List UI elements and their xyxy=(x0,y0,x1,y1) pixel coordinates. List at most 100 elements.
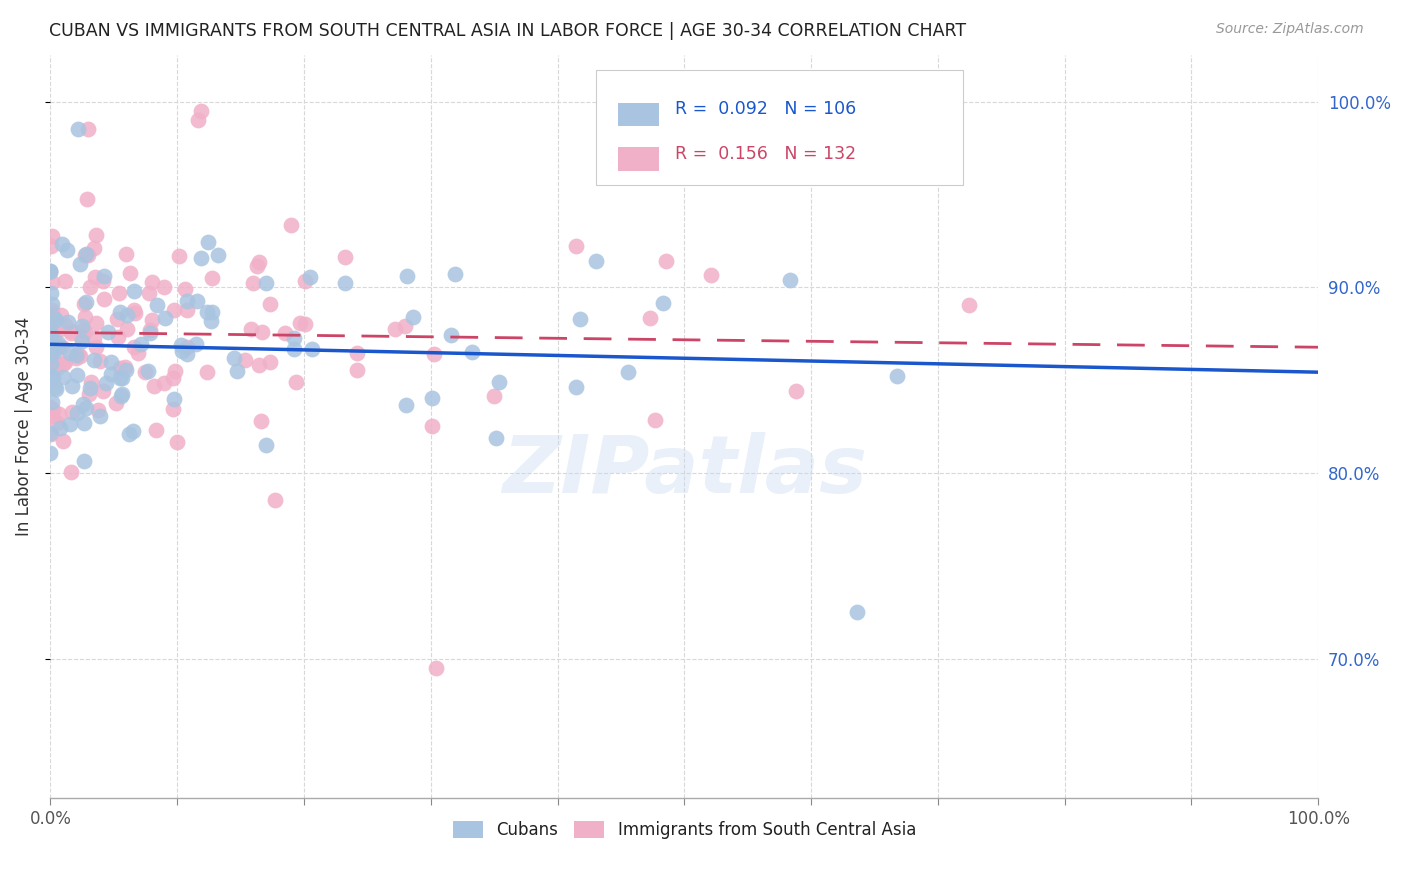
Point xyxy=(163,303,186,318)
FancyBboxPatch shape xyxy=(619,147,659,171)
Point xyxy=(66,122,89,136)
Point xyxy=(83,353,105,368)
Point xyxy=(75,248,97,262)
Point xyxy=(41,303,63,318)
Point xyxy=(564,380,586,394)
Point xyxy=(176,293,198,308)
Point xyxy=(259,354,281,368)
Point xyxy=(425,661,447,675)
Point xyxy=(301,343,323,357)
Point xyxy=(153,376,176,391)
Point xyxy=(585,254,607,268)
Point xyxy=(39,426,62,441)
Point xyxy=(638,310,661,325)
Point xyxy=(131,337,153,351)
Point xyxy=(59,465,82,479)
Point xyxy=(115,246,138,260)
Point xyxy=(42,328,65,343)
Point xyxy=(957,298,980,312)
Point xyxy=(75,295,97,310)
Point xyxy=(66,368,89,383)
Point xyxy=(42,329,65,343)
Point xyxy=(246,259,269,273)
Point xyxy=(195,366,218,380)
Point xyxy=(46,416,69,430)
Point xyxy=(284,376,307,390)
Point xyxy=(45,313,67,327)
Point xyxy=(41,350,63,364)
Point xyxy=(172,344,194,359)
Point xyxy=(39,264,62,278)
Point xyxy=(84,340,107,354)
Point xyxy=(41,403,63,417)
Point xyxy=(39,357,62,371)
Point xyxy=(48,407,70,421)
Point xyxy=(127,346,149,360)
Point xyxy=(39,341,62,355)
Point xyxy=(254,276,277,290)
Point xyxy=(39,350,62,364)
Point xyxy=(644,413,666,427)
Point xyxy=(396,268,419,283)
Point xyxy=(39,334,62,348)
Point xyxy=(108,286,131,301)
Point xyxy=(201,304,224,318)
Point xyxy=(39,425,62,440)
Point xyxy=(60,326,83,341)
Point xyxy=(51,236,73,251)
Point xyxy=(250,414,273,428)
Point xyxy=(41,371,63,385)
Point xyxy=(84,228,107,243)
Text: CUBAN VS IMMIGRANTS FROM SOUTH CENTRAL ASIA IN LABOR FORCE | AGE 30-34 CORRELATI: CUBAN VS IMMIGRANTS FROM SOUTH CENTRAL A… xyxy=(49,22,966,40)
Point xyxy=(138,326,160,340)
Point xyxy=(42,344,65,359)
Point xyxy=(59,417,82,432)
Point xyxy=(264,492,287,507)
Point xyxy=(100,355,122,369)
Text: ZIPatlas: ZIPatlas xyxy=(502,433,868,510)
Point xyxy=(60,379,83,393)
Point xyxy=(139,323,162,337)
Point xyxy=(39,265,62,279)
Text: Source: ZipAtlas.com: Source: ZipAtlas.com xyxy=(1216,22,1364,37)
Point xyxy=(395,398,418,412)
Point xyxy=(138,285,160,300)
Point xyxy=(73,297,96,311)
Point xyxy=(39,286,62,301)
Point xyxy=(254,438,277,452)
Point xyxy=(75,310,97,324)
Point xyxy=(93,269,115,284)
Point xyxy=(247,358,270,372)
Point xyxy=(420,391,443,405)
Point xyxy=(104,396,127,410)
Point xyxy=(41,369,63,384)
Point xyxy=(105,312,128,326)
Point xyxy=(197,235,219,249)
Point xyxy=(89,354,111,368)
Point xyxy=(242,277,264,291)
Point xyxy=(42,343,65,357)
Point xyxy=(39,239,62,253)
Point xyxy=(48,322,70,336)
Point xyxy=(163,392,186,406)
Point xyxy=(39,358,62,372)
Point xyxy=(45,383,67,397)
Point xyxy=(41,409,63,424)
Point xyxy=(162,401,184,416)
Point xyxy=(440,327,463,342)
Point xyxy=(69,349,91,363)
Point xyxy=(76,247,98,261)
Point xyxy=(145,423,167,437)
Point xyxy=(79,386,101,401)
Text: R =  0.156   N = 132: R = 0.156 N = 132 xyxy=(675,145,856,163)
Point xyxy=(485,431,508,445)
Point xyxy=(423,346,446,360)
Point xyxy=(444,267,467,281)
Point xyxy=(122,284,145,298)
Point xyxy=(73,416,96,430)
Point xyxy=(53,274,76,288)
Point xyxy=(461,344,484,359)
Point xyxy=(785,384,807,399)
Point xyxy=(335,250,357,264)
Point xyxy=(83,241,105,255)
